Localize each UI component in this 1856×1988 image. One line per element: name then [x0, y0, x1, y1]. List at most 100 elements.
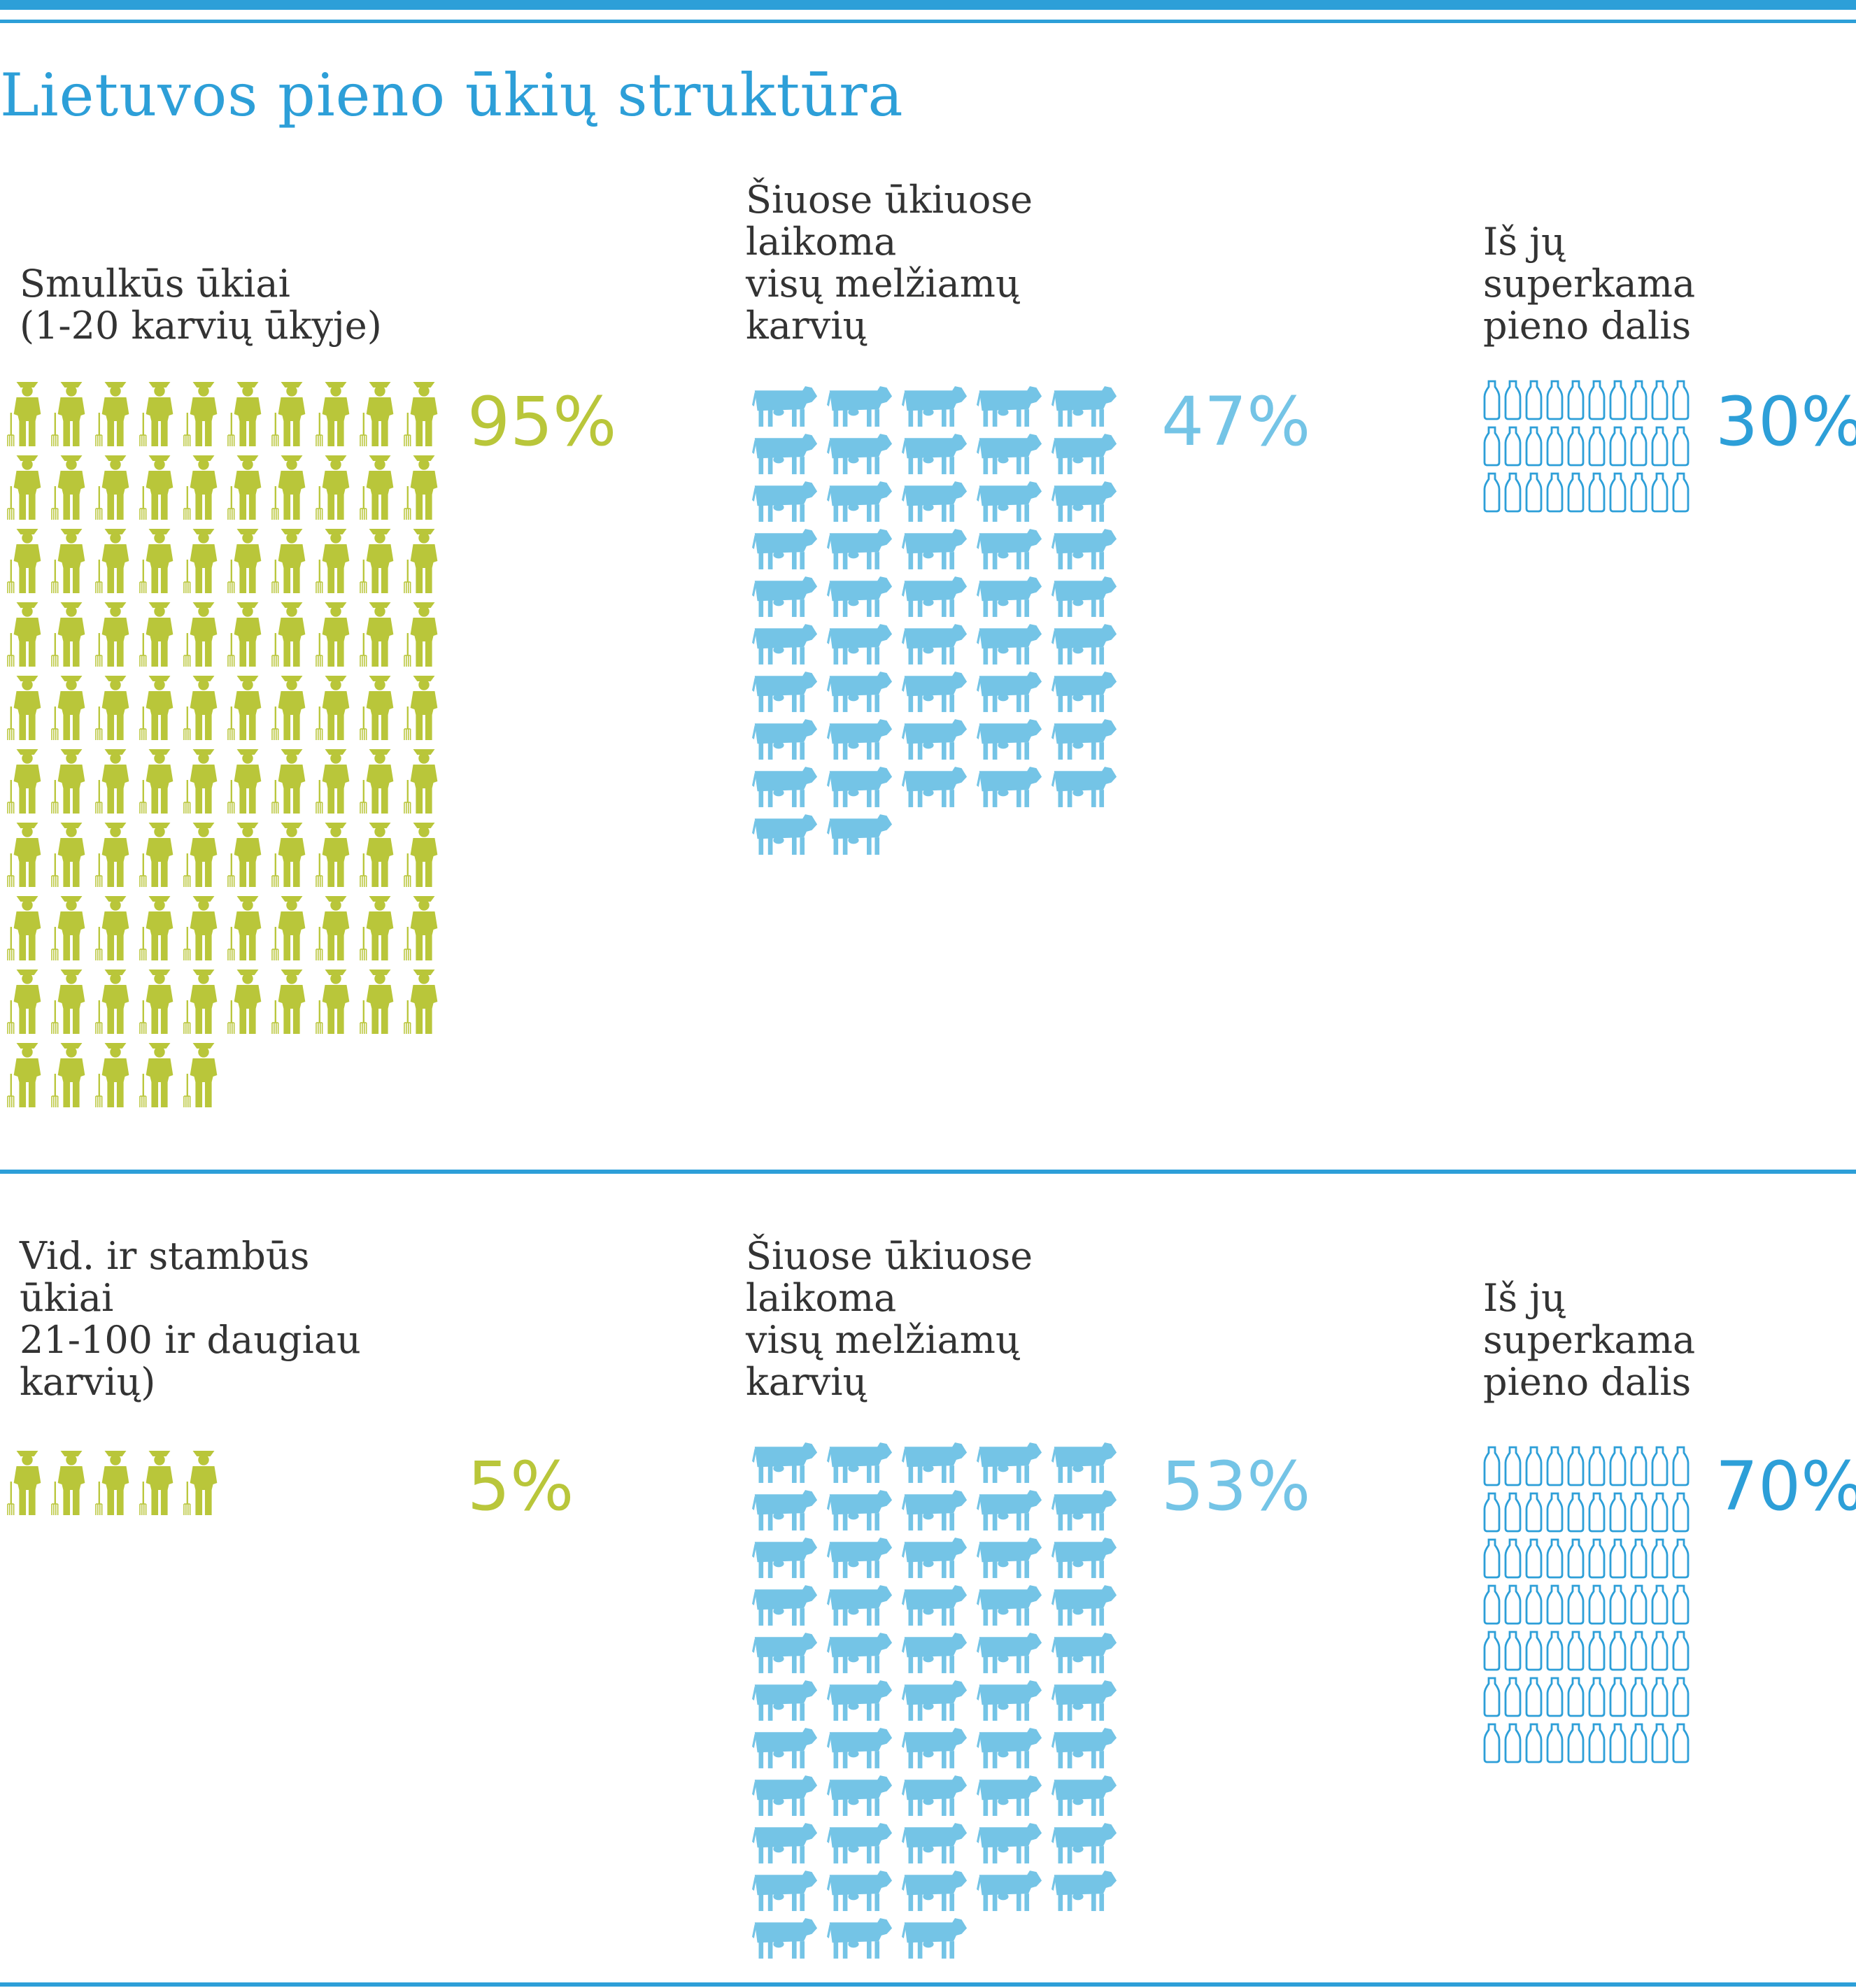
milk-bottle-icon	[1609, 380, 1627, 420]
cow-icon	[752, 767, 818, 807]
farmer-icon	[404, 970, 438, 1034]
farmer-icon	[271, 896, 306, 960]
milk-bottle-icon	[1567, 1538, 1585, 1579]
farmer-icon	[360, 529, 394, 593]
milk-bottle-icon	[1525, 1446, 1543, 1486]
cow-icon	[902, 1585, 968, 1626]
farmer-icon	[360, 382, 394, 446]
milk-bottle-icon	[1483, 1492, 1501, 1533]
cow-icon	[827, 1442, 893, 1483]
cow-icon	[902, 1870, 968, 1911]
farmer-pictogram	[7, 1451, 218, 1515]
farmer-icon	[139, 823, 173, 887]
milk-bottle-icon	[1630, 1492, 1648, 1533]
cow-icon	[1051, 386, 1117, 427]
cow-icon	[977, 1870, 1042, 1911]
large-farms-percent: 5%	[467, 1447, 574, 1526]
cow-icon	[902, 1728, 968, 1768]
farmer-icon	[183, 602, 218, 667]
small-farms-cow-grid	[752, 385, 1126, 860]
cow-icon	[827, 434, 893, 474]
farmer-icon	[360, 749, 394, 814]
farmer-icon	[316, 970, 350, 1034]
cow-icon	[902, 1633, 968, 1673]
cow-icon	[827, 1728, 893, 1768]
farmer-icon	[7, 749, 41, 814]
cow-icon	[902, 1918, 968, 1959]
farmer-icon	[95, 896, 129, 960]
farmer-icon	[51, 970, 85, 1034]
small-farms-milk-percent: 30%	[1715, 383, 1856, 461]
milk-bottle-icon	[1567, 472, 1585, 513]
farmer-icon	[95, 676, 129, 740]
cow-icon	[827, 1823, 893, 1863]
cow-icon	[1051, 1823, 1117, 1863]
milk-bottle-icon	[1651, 426, 1669, 467]
milk-bottle-icon	[1588, 472, 1606, 513]
cow-icon	[752, 1823, 818, 1863]
milk-bottle-icon	[1588, 1538, 1606, 1579]
cow-icon	[1051, 529, 1117, 569]
milk-bottle-icon	[1651, 1677, 1669, 1717]
farmer-icon	[95, 970, 129, 1034]
small-farms-milk-label: Iš jų superkama pieno dalis	[1483, 220, 1696, 348]
cow-icon	[827, 1918, 893, 1959]
milk-bottle-icon	[1483, 1723, 1501, 1763]
farmer-icon	[360, 823, 394, 887]
farmer-icon	[227, 896, 262, 960]
milk-bottle-icon	[1546, 1677, 1564, 1717]
cow-icon	[1051, 719, 1117, 760]
milk-bottle-icon	[1525, 1677, 1543, 1717]
milk-bottle-icon	[1525, 1631, 1543, 1671]
milk-bottle-icon	[1567, 1584, 1585, 1625]
milk-bottle-icon	[1525, 1538, 1543, 1579]
cow-icon	[977, 624, 1042, 665]
farmer-icon	[271, 749, 306, 814]
cow-icon	[1051, 672, 1117, 712]
farmer-icon	[7, 1451, 41, 1515]
cow-icon	[1051, 1775, 1117, 1816]
milk-bottle-icon	[1546, 1492, 1564, 1533]
large-farms-cows-label: Šiuose ūkiuose laikoma visų melžiamų kar…	[746, 1234, 1033, 1404]
cow-icon	[902, 624, 968, 665]
milk-bottle-icon	[1672, 1538, 1689, 1579]
cow-icon	[827, 1585, 893, 1626]
milk-bottle-icon	[1588, 1446, 1606, 1486]
milk-bottle-icon	[1630, 1584, 1648, 1625]
cow-icon	[977, 1538, 1042, 1578]
farmer-icon	[271, 970, 306, 1034]
cow-icon	[1051, 624, 1117, 665]
small-farms-farmer-grid	[7, 378, 448, 1112]
cow-icon	[827, 814, 893, 855]
large-farms-cow-grid	[752, 1441, 1126, 1964]
milk-bottle-icon	[1672, 1631, 1689, 1671]
cow-icon	[752, 1680, 818, 1721]
farmer-icon	[139, 676, 173, 740]
cow-icon	[902, 1823, 968, 1863]
cow-icon	[1051, 1728, 1117, 1768]
milk-bottle-icon	[1546, 380, 1564, 420]
farmer-icon	[139, 896, 173, 960]
small-farms-label: Smulkūs ūkiai (1-20 karvių ūkyje)	[20, 262, 382, 348]
farmer-icon	[183, 676, 218, 740]
farmer-icon	[95, 823, 129, 887]
milk-bottle-icon	[1546, 1631, 1564, 1671]
cow-icon	[977, 481, 1042, 522]
milk-bottle-icon	[1672, 426, 1689, 467]
cow-icon	[1051, 1680, 1117, 1721]
cow-icon	[977, 1585, 1042, 1626]
cow-icon	[902, 529, 968, 569]
farmer-icon	[51, 823, 85, 887]
milk-bottle-icon	[1567, 1677, 1585, 1717]
footer-rule	[0, 1982, 1856, 1987]
milk-bottle-icon	[1504, 1677, 1522, 1717]
milk-bottle-icon	[1504, 1723, 1522, 1763]
milk-bottle-icon	[1588, 380, 1606, 420]
farmer-icon	[271, 602, 306, 667]
cow-icon	[977, 1442, 1042, 1483]
cow-icon	[977, 1823, 1042, 1863]
milk-bottle-icon	[1630, 472, 1648, 513]
farmer-icon	[183, 1043, 218, 1107]
milk-bottle-icon	[1504, 472, 1522, 513]
farmer-icon	[183, 1451, 218, 1515]
